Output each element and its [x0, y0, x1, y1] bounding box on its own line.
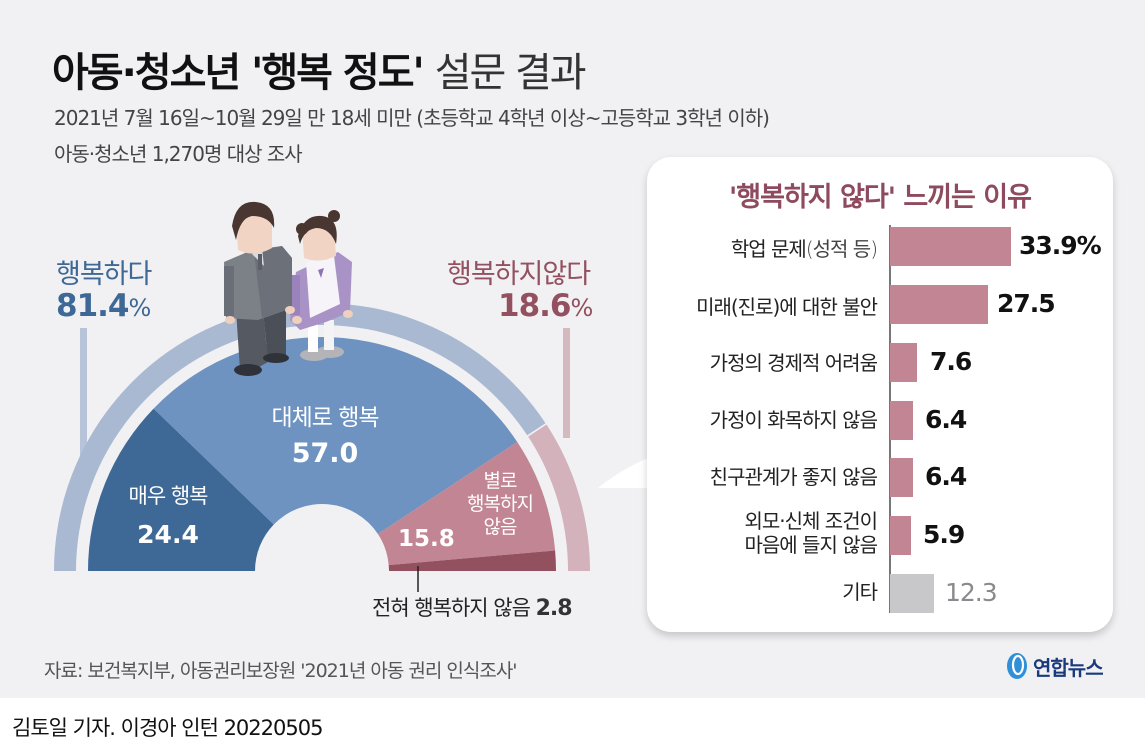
- unhappy-value: 18.6: [498, 288, 571, 324]
- byline: 김토일 기자. 이경아 인턴 20220505: [12, 716, 323, 740]
- not-very-happy-label-line2: 행복하지: [467, 493, 534, 515]
- segment-mostly-happy: [153, 337, 518, 534]
- unhappy-percent: 18.6%: [498, 288, 594, 324]
- very-happy-label: 매우 행복: [128, 484, 209, 508]
- percent-sign: %: [570, 294, 594, 322]
- bar-friends: [890, 458, 913, 497]
- bar-academic: [890, 227, 1011, 266]
- not-very-happy-value: 15.8: [398, 526, 455, 552]
- bar-appearance: [890, 516, 911, 555]
- unhappy-label: 행복하지않다: [447, 259, 591, 290]
- yonhap-globe-icon: [1007, 653, 1027, 679]
- title-bold: 아동·청소년 '행복 정도': [52, 50, 425, 96]
- happy-label: 행복하다: [56, 259, 152, 290]
- bar-future: [890, 285, 988, 324]
- not-very-happy-label-group: 별로 행복하지 않음: [455, 470, 545, 539]
- bar-other: [890, 574, 934, 613]
- not-at-all-happy-label: 전혀 행복하지 않음: [372, 596, 531, 620]
- subtitle-sample: 아동·청소년 1,270명 대상 조사: [54, 142, 303, 166]
- segment-not-at-all-happy: [388, 550, 556, 571]
- not-very-happy-label-line3: 않음: [483, 516, 518, 538]
- reasons-title: '행복하지 않다' 느끼는 이유: [729, 182, 1032, 213]
- reasons-card: '행복하지 않다' 느끼는 이유 학업 문제(성적 등) 33.9% 미래(진로…: [647, 157, 1113, 632]
- happy-stem: [80, 328, 87, 460]
- value-economic: 7.6: [930, 347, 972, 376]
- segment-very-happy: [88, 408, 274, 571]
- title-light: 설문 결과: [434, 50, 587, 96]
- happiness-semicircle-chart: [54, 201, 650, 592]
- ring-unhappy: [528, 424, 590, 571]
- mostly-happy-label: 대체로 행복: [271, 405, 379, 431]
- not-at-all-happy-value: 2.8: [535, 596, 573, 621]
- happy-value: 81.4: [56, 288, 129, 324]
- source-note: 자료: 보건복지부, 아동권리보장원 '2021년 아동 권리 인식조사': [44, 660, 518, 682]
- not-at-all-happy-label-group: 전혀 행복하지 않음 2.8: [372, 592, 573, 622]
- very-happy-value: 24.4: [137, 520, 199, 549]
- value-future: 27.5: [997, 289, 1056, 318]
- reason-label-academic: 학업 문제(성적 등): [730, 237, 878, 261]
- value-academic: 33.9%: [1019, 231, 1102, 260]
- not-very-happy-label-line1: 별로: [483, 470, 518, 492]
- bar-economic: [890, 343, 917, 382]
- reason-label-future: 미래(진로)에 대한 불안: [696, 295, 878, 319]
- mostly-happy-label-group: 대체로 행복 57.0: [245, 398, 405, 469]
- reason-label-friends: 친구관계가 좋지 않음: [709, 465, 878, 489]
- girl-figure-icon: [290, 210, 353, 361]
- unhappy-stem: [563, 328, 570, 438]
- callout-tail: [598, 457, 650, 488]
- very-happy-label-group: 매우 행복 24.4: [108, 480, 228, 549]
- value-family: 6.4: [925, 405, 967, 434]
- bar-family: [890, 401, 913, 440]
- logo-text: 연합뉴스: [1033, 655, 1104, 680]
- reason-label-economic: 가정의 경제적 어려움: [709, 351, 878, 375]
- value-appearance: 5.9: [923, 520, 965, 549]
- percent-sign: %: [128, 294, 152, 322]
- happy-percent: 81.4%: [56, 288, 152, 324]
- boy-figure-icon: [224, 201, 295, 376]
- value-other: 12.3: [945, 578, 998, 607]
- ring-happy: [54, 303, 546, 571]
- yonhap-logo: 연합뉴스: [1005, 651, 1104, 681]
- value-friends: 6.4: [925, 462, 967, 491]
- reason-label-family: 가정이 화목하지 않음: [709, 408, 878, 432]
- mostly-happy-value: 57.0: [291, 438, 359, 469]
- reason-label-other: 기타: [842, 580, 878, 604]
- subtitle-period: 2021년 7월 16일~10월 29일 만 18세 미만 (초등학교 4학년 …: [54, 106, 770, 130]
- page-title: 아동·청소년 '행복 정도' 설문 결과: [52, 40, 587, 98]
- reason-label-appearance: 외모·신체 조건이 마음에 들지 않음: [744, 509, 878, 557]
- students-illustration-icon: [224, 201, 353, 376]
- segment-not-very-happy: [377, 441, 556, 566]
